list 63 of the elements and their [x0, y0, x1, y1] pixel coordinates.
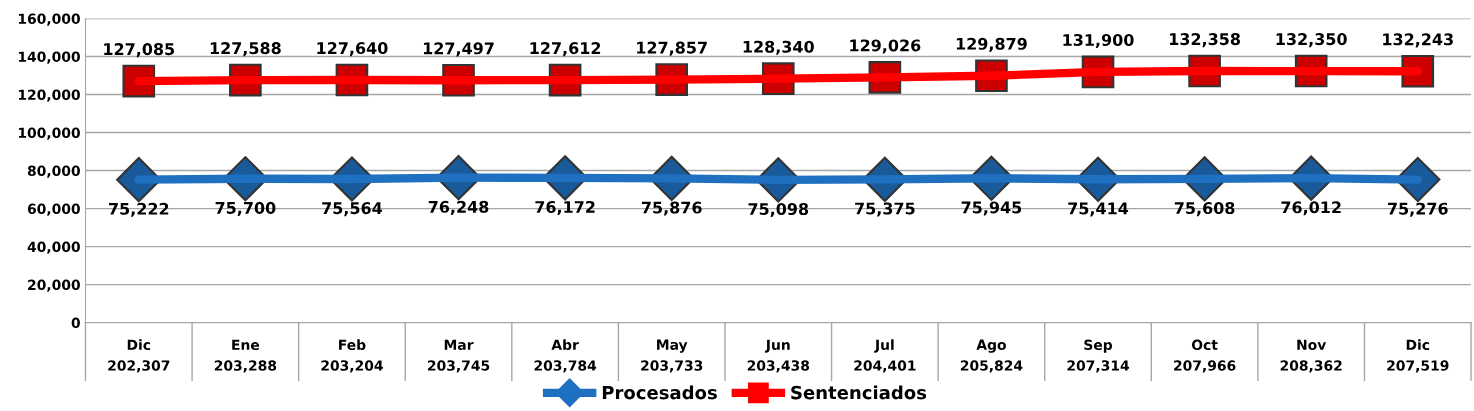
data-label: 75,276	[1388, 202, 1448, 217]
data-label: 131,900	[1063, 33, 1134, 49]
text: 205,824	[960, 360, 1023, 373]
data-label: 127,612	[530, 42, 601, 57]
data-label: 75,564	[322, 202, 383, 217]
y-tick-label: 40,000	[27, 241, 80, 254]
data-label: 132,243	[1383, 33, 1453, 48]
legend-label: Sentenciados	[791, 385, 927, 400]
x-tick-label: Nov	[1297, 339, 1327, 351]
text: 203,745	[428, 360, 490, 373]
x-tick-label: Dic	[1406, 339, 1430, 351]
text: 203,733	[641, 360, 703, 373]
data-label: 76,012	[1281, 201, 1341, 216]
text: 208,362	[1280, 360, 1342, 373]
x-tick-label: Dic	[127, 339, 151, 351]
x-tick-label: Feb	[339, 339, 366, 351]
y-tick-label: 60,000	[27, 203, 80, 216]
y-tick-label: 20,000	[28, 279, 80, 292]
data-label: 132,358	[1170, 33, 1240, 48]
text: 203,288	[214, 360, 277, 373]
data-label: 132,350	[1276, 33, 1347, 48]
data-label: 75,608	[1174, 202, 1235, 217]
y-tick-label: 0	[71, 317, 80, 329]
data-label: 128,340	[743, 40, 814, 55]
data-label: 127,857	[637, 41, 707, 56]
data-label: 75,098	[748, 202, 809, 218]
data-label: 127,588	[210, 42, 281, 57]
text: 207,519	[1387, 360, 1449, 373]
text: 203,438	[747, 360, 810, 373]
data-label: 75,375	[855, 202, 915, 217]
x-tick-label: Abr	[551, 339, 579, 351]
data-label: 75,876	[641, 201, 702, 216]
data-label: 76,248	[428, 200, 489, 215]
x-tick-label: Jun	[765, 339, 790, 353]
text: 207,966	[1174, 360, 1236, 373]
x-tick-label: Ago	[976, 339, 1006, 353]
text: 203,204	[321, 360, 383, 373]
text: 202,307	[108, 360, 170, 373]
data-label: 129,026	[850, 39, 921, 54]
text: 204,401	[854, 360, 916, 373]
y-tick-label: 140,000	[18, 51, 80, 64]
x-tick-label: Sep	[1084, 339, 1113, 353]
legend-label: Procesados	[602, 385, 717, 400]
text: 203,784	[534, 360, 597, 373]
x-tick-label: May	[657, 339, 688, 353]
data-label: 127,640	[317, 42, 388, 57]
data-label: 129,879	[956, 37, 1027, 52]
data-label: 76,172	[535, 200, 595, 216]
y-tick-label: 160,000	[18, 13, 80, 26]
y-tick-label: 120,000	[18, 89, 80, 102]
text: 207,314	[1067, 360, 1130, 373]
y-tick-label: 100,000	[18, 127, 80, 140]
data-label: 127,497	[423, 42, 494, 57]
x-tick-label: Oct	[1191, 339, 1218, 351]
x-tick-label: Jul	[874, 339, 894, 353]
y-tick-label: 80,000	[27, 165, 80, 178]
data-label: 75,945	[961, 201, 1022, 216]
data-label: 75,222	[109, 202, 169, 217]
x-tick-label: Ene	[232, 339, 260, 351]
data-label: 75,700	[215, 201, 276, 216]
data-label: 75,414	[1068, 202, 1129, 217]
data-label: 127,085	[104, 43, 175, 58]
x-tick-label: Mar	[444, 339, 474, 351]
